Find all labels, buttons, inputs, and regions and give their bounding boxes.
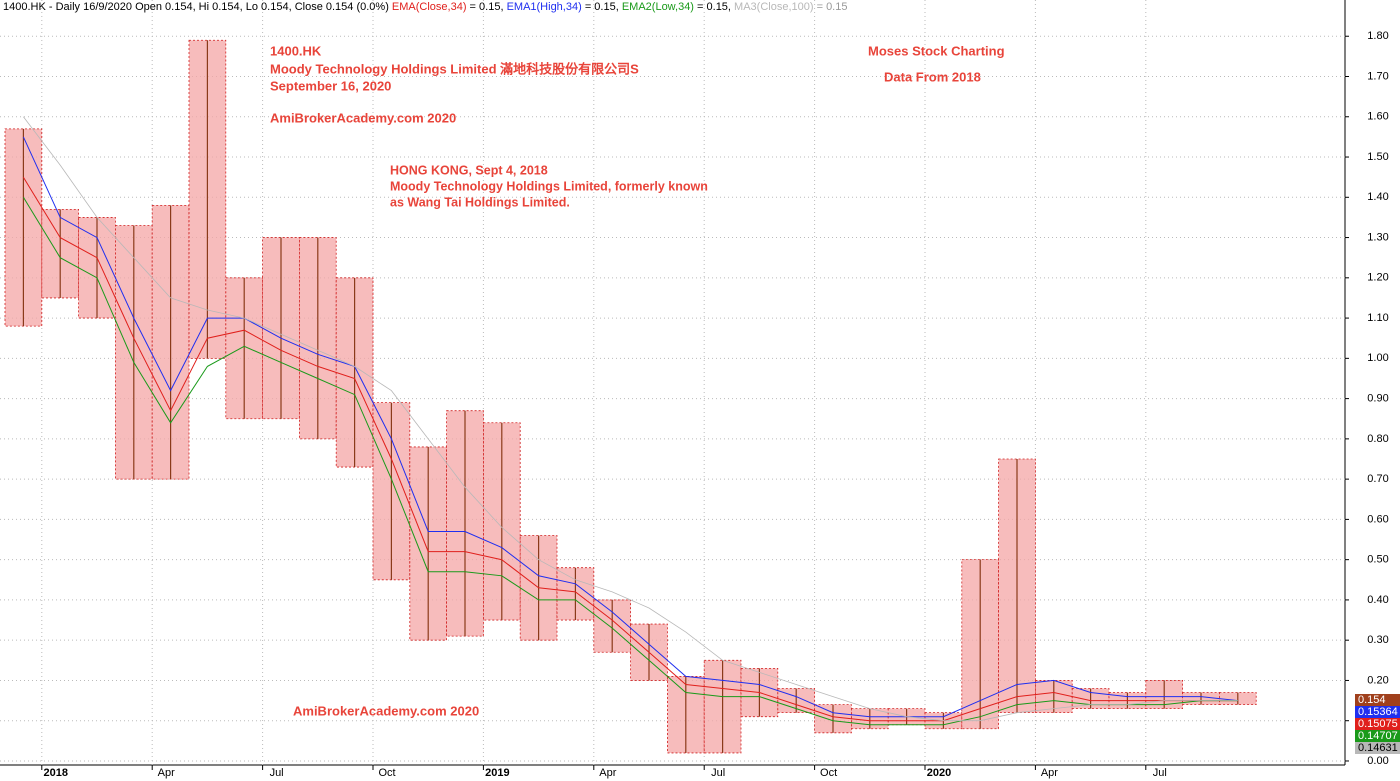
y-tick-label: 1.00 <box>1367 352 1388 364</box>
x-tick-label: Jul <box>1153 767 1167 779</box>
indicator-line <box>22 136 1238 718</box>
y-tick-label: 1.40 <box>1367 191 1388 203</box>
annotation: as Wang Tai Holdings Limited. <box>390 195 570 209</box>
annotation: AmiBrokerAcademy.com 2020 <box>270 110 456 125</box>
price-badge <box>1355 730 1400 742</box>
y-tick-label: 1.80 <box>1367 30 1388 42</box>
y-tick-label: 1.20 <box>1367 272 1388 284</box>
x-tick-label: 2019 <box>485 767 509 779</box>
x-tick-label: Jul <box>711 767 725 779</box>
price-badge <box>1355 706 1400 718</box>
x-tick-label: 2020 <box>927 767 951 779</box>
x-tick-label: Oct <box>820 767 837 779</box>
price-badge-label: 0.154 <box>1358 694 1386 706</box>
price-badge <box>1355 694 1400 706</box>
legend-value: = 0.15, <box>694 1 734 13</box>
price-badge <box>1355 718 1400 730</box>
annotation: Moody Technology Holdings Limited, forme… <box>390 179 708 193</box>
x-tick-label: Jul <box>270 767 284 779</box>
x-tick-label: Apr <box>599 767 616 779</box>
y-tick-label: 0.50 <box>1367 554 1388 566</box>
y-tick-label: 0.70 <box>1367 473 1388 485</box>
y-tick-label: 1.60 <box>1367 111 1388 123</box>
price-badge-label: 0.15364 <box>1358 706 1398 718</box>
y-tick-label: 0.40 <box>1367 594 1388 606</box>
y-tick-label: 0.60 <box>1367 513 1388 525</box>
y-tick-label: 0.30 <box>1367 634 1388 646</box>
grid <box>0 0 1345 765</box>
x-tick-label: Oct <box>378 767 395 779</box>
indicator-line <box>23 116 1238 722</box>
annotation: September 16, 2020 <box>270 78 391 93</box>
header: 1400.HK - Daily 16/9/2020 Open 0.154, Hi… <box>3 1 847 13</box>
y-tick-label: 0.90 <box>1367 393 1388 405</box>
x-tick-label: 2018 <box>44 767 68 779</box>
annotation: Data From 2018 <box>884 69 981 84</box>
legend-entry: EMA(Close,34) <box>392 1 467 13</box>
price-badge-label: 0.14631 <box>1358 742 1398 754</box>
x-tick-label: Apr <box>1041 767 1058 779</box>
legend-entry: EMA2(Low,34) <box>622 1 694 13</box>
header-text: 1400.HK - Daily 16/9/2020 Open 0.154, Hi… <box>3 1 389 13</box>
annotation: 1400.HK <box>270 43 322 58</box>
price-badge-label: 0.15075 <box>1358 718 1398 730</box>
price-badge <box>1355 742 1400 754</box>
legend-value: = 0.15, <box>582 1 622 13</box>
y-tick-label: 1.10 <box>1367 312 1388 324</box>
x-tick-label: Apr <box>158 767 175 779</box>
y-tick-label: 1.50 <box>1367 151 1388 163</box>
y-tick-label: 0.20 <box>1367 674 1388 686</box>
annotation: Moses Stock Charting <box>868 43 1005 58</box>
y-tick-label: 0.00 <box>1367 755 1388 767</box>
price-badge-label: 0.14707 <box>1358 730 1398 742</box>
legend-entry: EMA1(High,34) <box>507 1 582 13</box>
y-tick-label: 1.70 <box>1367 70 1388 82</box>
indicator-line <box>22 176 1238 722</box>
annotation: Moody Technology Holdings Limited 滿地科技股份… <box>270 61 639 76</box>
legend-entry: MA3(Close,100) <box>734 1 813 13</box>
legend-value: = 0.15 <box>814 1 848 13</box>
indicator-line <box>22 197 1238 726</box>
annotation: HONG KONG, Sept 4, 2018 <box>390 163 548 177</box>
annotation: AmiBrokerAcademy.com 2020 <box>293 703 479 718</box>
legend-value: = 0.15, <box>467 1 507 13</box>
y-tick-label: 1.30 <box>1367 231 1388 243</box>
y-tick-label: 0.80 <box>1367 433 1388 445</box>
